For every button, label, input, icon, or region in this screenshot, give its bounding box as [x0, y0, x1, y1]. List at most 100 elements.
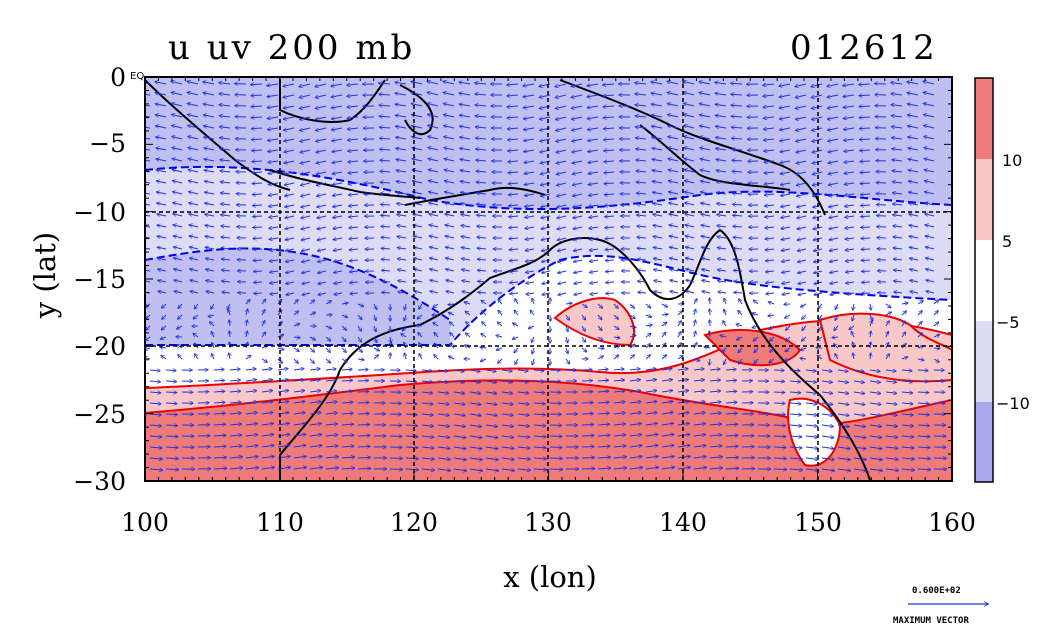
- wind-vector: [381, 193, 391, 194]
- wind-vector: [333, 216, 343, 218]
- wind-vector: [220, 182, 231, 183]
- wind-vector: [699, 104, 711, 107]
- wind-vector: [765, 216, 775, 217]
- wind-vector: [685, 203, 695, 206]
- wind-vector: [725, 391, 737, 392]
- wind-vector: [332, 183, 343, 185]
- ytick-label: −30: [73, 467, 126, 496]
- wind-vector: [909, 214, 919, 216]
- wind-vector: [861, 238, 871, 239]
- wind-vector: [907, 104, 919, 107]
- colorbar-label: 5: [1002, 232, 1013, 251]
- wind-vector: [444, 126, 455, 129]
- wind-vector: [429, 192, 439, 195]
- wind-vector: [892, 149, 903, 150]
- wind-vector: [860, 161, 871, 162]
- wind-vector: [870, 342, 871, 349]
- wind-vector: [733, 193, 743, 194]
- y-axis-title: y (lat): [28, 231, 62, 319]
- wind-vector: [523, 95, 535, 97]
- wind-vector: [428, 137, 439, 140]
- wind-vector: [252, 183, 263, 184]
- wind-vector: [845, 227, 855, 228]
- wind-vector: [219, 83, 231, 84]
- wind-vector: [349, 238, 359, 239]
- wind-vector: [213, 391, 225, 392]
- wind-vector: [476, 149, 487, 150]
- wind-vector: [604, 150, 615, 151]
- wind-vector: [731, 105, 743, 106]
- wind-vector: [459, 93, 471, 95]
- wind-vector: [716, 137, 727, 139]
- wind-vector: [414, 258, 423, 260]
- ytick-label: −15: [73, 265, 126, 294]
- wind-vector: [908, 137, 919, 139]
- wind-vector: [412, 159, 423, 162]
- wind-vector: [213, 424, 225, 425]
- wind-vector: [654, 270, 663, 272]
- wind-vector: [589, 249, 599, 251]
- wind-vector: [348, 161, 359, 162]
- wind-vector: [476, 127, 487, 128]
- wind-vector: [333, 194, 343, 196]
- wind-vector: [556, 171, 567, 174]
- sulawesi-coast: [399, 84, 434, 136]
- wind-vector: [829, 194, 839, 196]
- wind-vector: [413, 214, 423, 216]
- wind-vector: [893, 215, 903, 216]
- wind-vector: [461, 214, 471, 216]
- wind-vector: [796, 149, 807, 152]
- wind-vector: [843, 84, 855, 86]
- wind-vector: [268, 139, 279, 141]
- wind-vector: [811, 94, 823, 98]
- wind-vector: [763, 106, 775, 107]
- wind-vector: [718, 270, 727, 271]
- wind-vector: [844, 161, 855, 163]
- wind-vector: [462, 259, 471, 261]
- wind-vector: [526, 271, 535, 273]
- wind-vector: [733, 237, 743, 238]
- wind-vector: [684, 125, 695, 129]
- wind-vector: [267, 95, 279, 97]
- wind-vector: [636, 138, 647, 139]
- wind-vector: [917, 469, 931, 470]
- equator-label: EQ: [130, 71, 145, 82]
- wind-vector: [157, 192, 167, 194]
- wind-vector: [316, 149, 327, 152]
- wind-vector: [684, 170, 695, 173]
- wind-vector: [316, 116, 327, 120]
- wind-vector: [357, 457, 370, 458]
- wind-vector: [814, 271, 823, 273]
- wind-vector: [396, 181, 407, 183]
- wind-vector: [253, 216, 263, 217]
- wind-vector: [732, 182, 743, 183]
- wind-vector: [331, 106, 343, 108]
- wind-vector: [507, 117, 519, 118]
- wind-vector: [300, 105, 311, 109]
- wind-vector: [861, 205, 871, 206]
- wind-vector: [188, 115, 199, 118]
- wind-vector: [430, 247, 439, 249]
- wind-vector: [773, 447, 786, 448]
- wind-vector: [891, 105, 903, 106]
- wind-vector: [524, 172, 535, 174]
- wind-vector: [653, 225, 663, 227]
- wind-vector: [716, 182, 727, 184]
- wind-vector: [379, 116, 391, 117]
- wind-vector: [637, 248, 647, 249]
- wind-vector: [395, 93, 407, 95]
- wind-vector: [683, 81, 695, 85]
- wind-vector: [540, 116, 551, 119]
- wind-vector: [828, 127, 839, 130]
- wind-vector: [604, 161, 615, 162]
- wind-vector: [349, 205, 359, 206]
- wind-vector: [773, 392, 785, 393]
- wind-vector: [213, 402, 225, 403]
- wind-vector: [254, 293, 263, 294]
- xtick-label: 160: [928, 508, 976, 537]
- wind-vector: [590, 260, 599, 262]
- wind-vector: [653, 203, 663, 205]
- wind-vector: [574, 249, 583, 251]
- wind-vector: [924, 126, 935, 129]
- wind-vector: [445, 203, 455, 205]
